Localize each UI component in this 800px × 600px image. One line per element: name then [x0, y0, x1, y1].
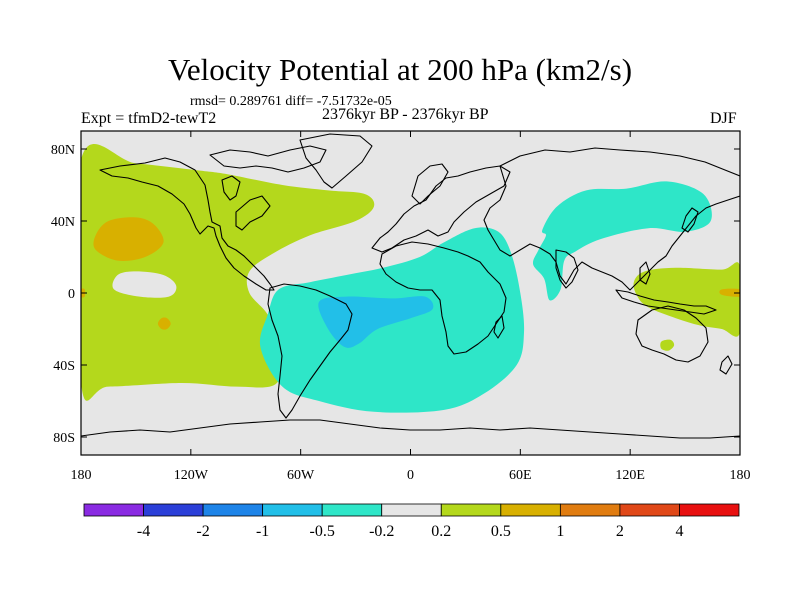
coast-madagascar	[493, 315, 505, 339]
x-tick-label: 60W	[287, 468, 315, 483]
region-maritime-max	[719, 288, 740, 297]
colorbar-swatch	[440, 503, 502, 517]
colorbar-label: -1	[256, 523, 269, 540]
colorbar-swatch	[321, 503, 383, 517]
coast-antarctica	[81, 419, 740, 439]
period-label: 2376kyr BP - 2376kyr BP	[322, 106, 489, 123]
x-tick-label: 120E	[615, 468, 645, 483]
colorbar-label: 0.2	[431, 523, 451, 540]
coast-australia	[635, 305, 709, 363]
colorbar-label: -0.2	[369, 523, 394, 540]
colorbar-label: 2	[616, 523, 624, 540]
y-tick-label: 40S	[53, 359, 75, 374]
region-pacific-positive	[81, 144, 375, 401]
chart-title: Velocity Potential at 200 hPa (km2/s)	[167, 52, 633, 87]
colorbar-label: -0.5	[310, 523, 335, 540]
coast-arctic-islands	[209, 145, 327, 173]
y-tick-label: 40N	[51, 215, 75, 230]
coast-europe	[371, 165, 511, 253]
colorbar-label: -2	[196, 523, 209, 540]
coast-greenland	[299, 133, 373, 189]
colorbar-swatch	[500, 503, 561, 517]
colorbar-swatch	[679, 503, 740, 517]
colorbar-swatch	[559, 503, 621, 517]
coast-india	[555, 249, 579, 289]
coast-asia	[483, 147, 740, 291]
y-tick-label: 80N	[51, 143, 75, 158]
colorbar-label: 0.5	[491, 523, 511, 540]
region-australia-positive	[660, 339, 675, 351]
coast-north-america	[99, 157, 275, 291]
region-asia-negative	[532, 181, 712, 301]
colorbar-label: 4	[675, 523, 683, 540]
region-pacific-max-north	[93, 217, 164, 261]
coastlines	[81, 133, 740, 439]
season-label: DJF	[710, 110, 737, 127]
stats-label: rmsd= 0.289761 diff= -7.51732e-05	[190, 94, 392, 109]
colorbar-swatch	[262, 503, 323, 517]
x-tick-label: 0	[407, 468, 414, 483]
region-maritime-positive	[633, 262, 740, 337]
region-atlantic-core	[318, 296, 434, 348]
y-tick-label: 0	[68, 287, 75, 302]
contour-regions	[81, 144, 740, 413]
x-tick-label: 180	[71, 468, 92, 483]
coast-japan	[681, 207, 699, 233]
map-axes: 180 120W 60W 0 60E 120E 180 80N 40N 0 40S 80S	[51, 131, 751, 483]
coast-east-america	[235, 195, 271, 231]
colorbar-swatch	[202, 503, 264, 517]
coast-new-zealand	[719, 355, 733, 375]
colorbar-swatch	[381, 503, 442, 517]
colorbar-swatch	[143, 503, 204, 517]
coast-indonesia	[615, 289, 717, 315]
colorbar-swatch	[83, 503, 144, 517]
coast-africa	[379, 241, 507, 355]
coast-scandinavia	[411, 163, 449, 205]
colorbar: -4 -2 -1 -0.5 -0.2 0.2 0.5 1 2 4	[83, 503, 740, 540]
coast-south-america	[267, 283, 353, 419]
region-pacific-neutral-hole	[112, 271, 177, 298]
coast-philippines	[639, 261, 651, 285]
colorbar-label: 1	[556, 523, 564, 540]
region-pacific-max-south	[157, 317, 171, 330]
colorbar-swatch	[619, 503, 680, 517]
coast-hudson	[221, 175, 241, 201]
x-tick-label: 120W	[174, 468, 209, 483]
x-tick-label: 180	[730, 468, 751, 483]
x-tick-label: 60E	[509, 468, 532, 483]
y-tick-label: 80S	[53, 431, 75, 446]
colorbar-label: -4	[137, 523, 150, 540]
experiment-label: Expt = tfmD2-tewT2	[81, 110, 217, 127]
